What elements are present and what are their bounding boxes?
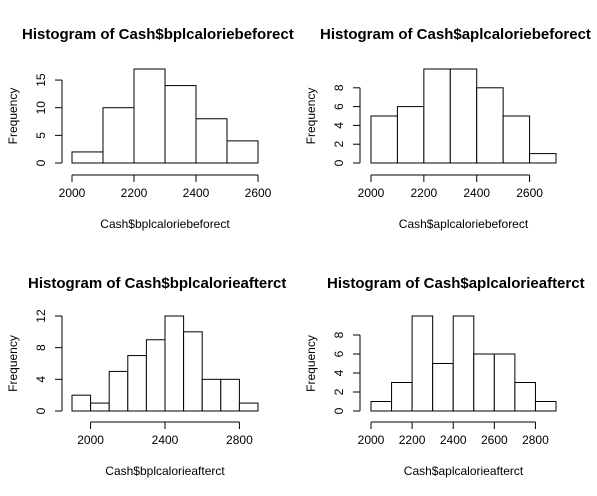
y-tick-label: 0	[34, 159, 48, 166]
chart-title: Histogram of Cash$bplcaloriebeforect	[22, 26, 294, 43]
chart-title: Histogram of Cash$aplcalorieafterct	[327, 275, 585, 292]
histogram-bar	[226, 140, 259, 164]
y-axis-label: Frequency	[304, 335, 318, 392]
histogram-bar	[423, 68, 451, 164]
y-axis-label: Frequency	[6, 88, 20, 145]
y-tick-label: 8	[332, 84, 346, 91]
histogram-panel: Histogram of Cash$bplcaloriebeforect 0 5 10…	[6, 26, 294, 231]
histogram-bar	[238, 402, 259, 412]
histogram-bar	[183, 331, 203, 412]
histogram-bar	[370, 401, 393, 412]
x-tick-label: 2000	[358, 433, 385, 447]
histogram-bar	[164, 315, 185, 412]
histogram-bar	[534, 401, 557, 412]
y-axis-label: Frequency	[6, 335, 20, 392]
histogram-bar	[449, 68, 478, 164]
histogram-bar	[102, 107, 135, 164]
y-tick-label: 4	[332, 122, 346, 129]
y-tick-label: 15	[34, 73, 48, 87]
x-axis-label: Cash$bplcaloriebeforect	[100, 217, 230, 231]
histogram-bar	[71, 151, 104, 164]
x-tick-label: 2200	[121, 186, 148, 200]
y-tick-label: 5	[34, 132, 48, 139]
x-tick-label: 2000	[59, 186, 86, 200]
y-tick-label: 6	[332, 103, 346, 110]
x-tick-label: 2400	[152, 433, 179, 447]
histogram-bar	[370, 115, 398, 164]
histogram-bar	[71, 394, 92, 412]
y-tick-label: 2	[332, 388, 346, 395]
x-axis-label: Cash$aplcaloriebeforect	[399, 217, 529, 231]
chart-title: Histogram of Cash$aplcaloriebeforect	[320, 26, 591, 43]
histogram-bar	[90, 402, 110, 412]
histogram-bar	[108, 370, 129, 412]
x-tick-label: 2800	[226, 433, 253, 447]
y-tick-label: 4	[332, 369, 346, 376]
y-tick-label: 4	[34, 376, 48, 383]
y-tick-label: 8	[332, 331, 346, 338]
histogram-bar	[201, 378, 222, 412]
x-tick-label: 2600	[481, 433, 508, 447]
histogram-panel: Histogram of Cash$aplcalorieafterct 0 2 4 6 8…	[304, 275, 584, 478]
x-tick-label: 2400	[183, 186, 210, 200]
y-tick-label: 0	[332, 407, 346, 414]
histogram-bar	[133, 68, 166, 164]
histogram-bar	[452, 315, 475, 412]
histogram-bar	[473, 353, 495, 412]
y-tick-label: 0	[332, 159, 346, 166]
histogram-bar	[127, 355, 147, 412]
chart-title: Histogram of Cash$bplcalorieafterct	[28, 275, 286, 292]
histogram-bar	[411, 315, 434, 412]
histogram-bar	[493, 353, 516, 412]
x-tick-label: 2600	[516, 186, 543, 200]
histogram-bar	[432, 363, 454, 412]
y-tick-label: 10	[34, 101, 48, 115]
histogram-bar	[164, 85, 197, 164]
y-axis-label: Frequency	[304, 88, 318, 145]
x-axis-label: Cash$aplcalorieafterct	[404, 464, 524, 478]
histogram-bar	[195, 118, 228, 164]
histogram-bar	[396, 106, 425, 164]
y-tick-label: 12	[34, 309, 48, 323]
y-tick-label: 6	[332, 350, 346, 357]
x-tick-label: 2200	[411, 186, 438, 200]
histogram-bar	[514, 382, 536, 412]
x-tick-label: 2200	[399, 433, 426, 447]
x-axis-label: Cash$bplcalorieafterct	[105, 464, 225, 478]
x-tick-label: 2000	[358, 186, 385, 200]
y-tick-label: 0	[34, 407, 48, 414]
x-tick-label: 2000	[77, 433, 104, 447]
x-tick-label: 2800	[522, 433, 549, 447]
histogram-panel: Histogram of Cash$aplcaloriebeforect 0 2 4 6…	[304, 26, 591, 231]
histogram-bar	[502, 115, 531, 164]
histogram-bar	[476, 87, 504, 164]
histogram-bar	[145, 339, 166, 412]
x-tick-label: 2400	[440, 433, 467, 447]
y-tick-label: 2	[332, 141, 346, 148]
histogram-bar	[529, 153, 557, 164]
x-tick-label: 2600	[245, 186, 272, 200]
histogram-bar	[220, 378, 240, 412]
histogram-panel: Histogram of Cash$bplcalorieafterct 0 4 8 12…	[6, 275, 286, 478]
x-tick-label: 2400	[463, 186, 490, 200]
y-tick-label: 8	[34, 344, 48, 351]
histogram-bar	[391, 382, 413, 412]
